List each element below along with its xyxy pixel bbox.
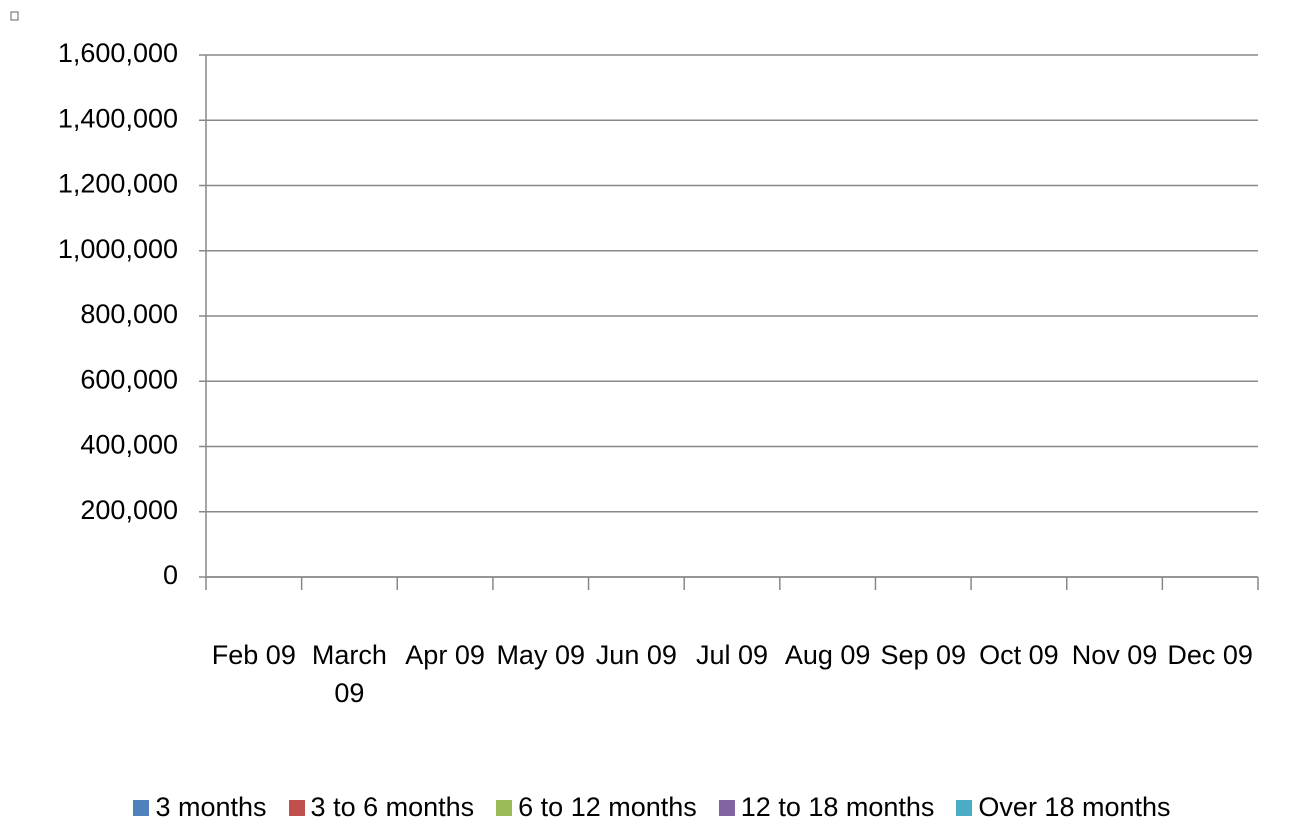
legend-item: 6 to 12 months: [496, 792, 697, 823]
legend-swatch: [718, 799, 735, 816]
y-tick-label: 1,400,000: [58, 103, 178, 133]
x-tick-label: Jul 09: [695, 640, 769, 670]
x-tick-label: Feb 09: [211, 640, 296, 670]
y-tick-label: 400,000: [80, 430, 178, 460]
legend-item: 12 to 18 months: [718, 792, 935, 823]
legend: 3 months 3 to 6 months 6 to 12 months 12 to…: [0, 792, 1304, 823]
y-tick-label: 800,000: [80, 299, 178, 329]
legend-label: 3 months: [155, 792, 267, 822]
y-tick-label: 600,000: [80, 364, 178, 394]
y-tick-label: 0: [163, 560, 178, 590]
y-tick-label: 1,200,000: [58, 169, 178, 199]
legend-swatch: [956, 799, 973, 816]
x-tick-label: Jun 09: [595, 640, 677, 670]
legend-swatch: [288, 799, 305, 816]
x-tick-label: Nov 09: [1071, 640, 1158, 670]
x-tick-label: Sep 09: [880, 640, 967, 670]
legend-item: 3 months: [133, 792, 267, 823]
x-tick-label: Aug 09: [784, 640, 871, 670]
legend-label: Over 18 months: [978, 792, 1171, 822]
y-tick-label: 200,000: [80, 495, 178, 525]
y-tick-label: 1,000,000: [58, 234, 178, 264]
x-tick-label: Apr 09: [405, 640, 485, 670]
y-tick-label: 1,600,000: [58, 38, 178, 68]
legend-swatch: [496, 799, 513, 816]
corner-icon: [10, 11, 19, 21]
legend-label: 3 to 6 months: [310, 792, 475, 822]
x-tick-label: Oct 09: [979, 640, 1059, 670]
x-tick-label: Dec 09: [1167, 640, 1253, 670]
x-tick-label: March 09: [311, 640, 387, 708]
legend-label: 12 to 18 months: [740, 792, 935, 822]
x-tick-label: May 09: [496, 640, 585, 670]
legend-swatch: [133, 799, 150, 816]
legend-item: Over 18 months: [956, 792, 1171, 823]
legend-label: 6 to 12 months: [518, 792, 697, 822]
legend-item: 3 to 6 months: [288, 792, 475, 823]
